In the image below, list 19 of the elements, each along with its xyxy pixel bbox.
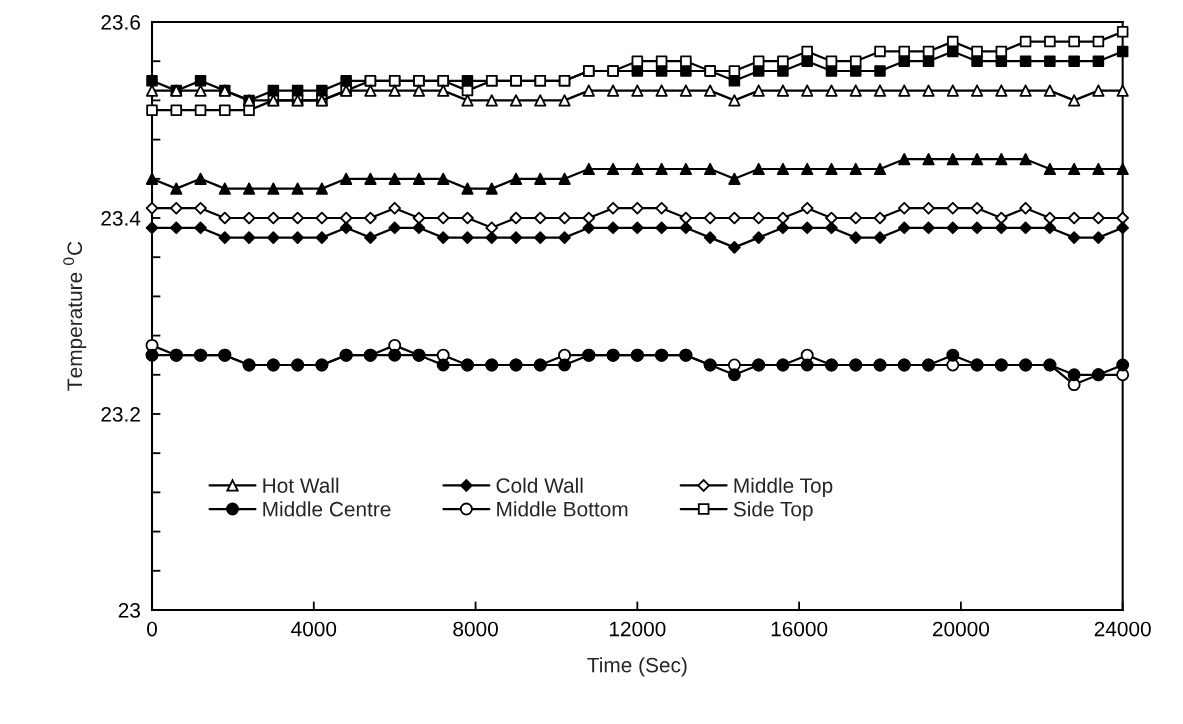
x-tick-label: 24000 [1094,621,1151,637]
x-tick-label: 8000 [453,621,498,637]
x-tick-label: 12000 [609,621,666,637]
y-tick-label: 23 [118,602,140,618]
legend-label: Middle Top [734,477,833,498]
x-tick-label: 16000 [771,621,828,637]
y-tick-label: 23.6 [101,15,140,30]
x-axis-title: Time (Sec) [587,657,687,677]
legend-label: Cold Wall [496,477,583,493]
legend-label: Side Top [733,501,813,521]
legend-label: Middle Bottom [497,501,628,517]
y-tick-label: 23.4 [101,211,141,226]
x-tick-label: 20000 [932,621,990,637]
y-axis-title: Temperature $^{0}$C [63,241,87,391]
legend-label: Hot Wall [263,477,339,493]
x-tick-label: 0 [147,621,157,637]
legend-label: Middle Centre [263,501,391,517]
x-tick-label: 4000 [291,621,337,637]
y-tick-label: 23.2 [101,406,140,422]
